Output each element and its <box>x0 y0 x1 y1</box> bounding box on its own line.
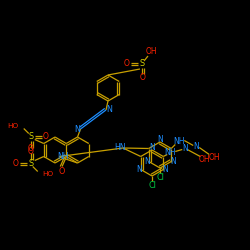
Text: N: N <box>136 165 141 174</box>
Text: OH: OH <box>145 48 157 56</box>
Text: N: N <box>194 142 199 151</box>
Text: O: O <box>58 167 64 176</box>
Text: N: N <box>170 157 176 166</box>
Text: N: N <box>182 144 188 153</box>
Text: OH: OH <box>208 153 220 162</box>
Text: N: N <box>74 126 80 134</box>
Text: N: N <box>144 157 150 166</box>
Text: HN: HN <box>114 144 126 152</box>
Text: N: N <box>106 104 112 114</box>
Text: N: N <box>149 144 155 152</box>
Text: N: N <box>162 165 168 174</box>
Text: NH: NH <box>58 152 69 161</box>
Text: OH: OH <box>198 155 210 164</box>
Text: O: O <box>28 147 34 156</box>
Text: N: N <box>157 136 163 144</box>
Text: HO: HO <box>43 172 54 177</box>
Text: O: O <box>13 159 19 168</box>
Text: Cl: Cl <box>148 182 156 190</box>
Text: NH: NH <box>164 148 176 157</box>
Text: O: O <box>43 132 49 141</box>
Text: S: S <box>28 132 33 141</box>
Text: O: O <box>124 60 130 68</box>
Text: NH: NH <box>174 137 185 146</box>
Text: O: O <box>140 74 146 82</box>
Text: HO: HO <box>8 122 19 128</box>
Text: S: S <box>140 60 144 68</box>
Text: O: O <box>28 144 34 153</box>
Text: Cl: Cl <box>156 174 164 182</box>
Text: S: S <box>28 159 33 168</box>
